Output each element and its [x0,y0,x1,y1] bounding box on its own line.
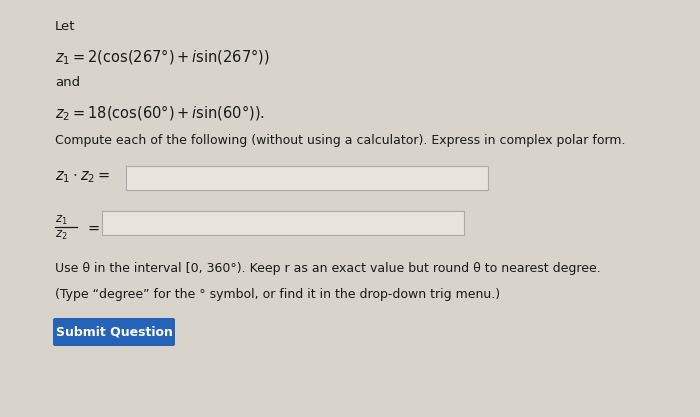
Text: $z_1$: $z_1$ [55,214,68,227]
FancyBboxPatch shape [53,318,175,346]
Text: $z_2$: $z_2$ [55,229,68,242]
Text: (Type “degree” for the ° symbol, or find it in the drop-down trig menu.): (Type “degree” for the ° symbol, or find… [55,288,500,301]
Text: Compute each of the following (without using a calculator). Express in complex p: Compute each of the following (without u… [55,134,626,147]
Text: Use θ in the interval [0, 360°). Keep r as an exact value but round θ to nearest: Use θ in the interval [0, 360°). Keep r … [55,262,601,275]
Text: Let: Let [55,20,76,33]
Text: $z_1 \cdot z_2 =$: $z_1 \cdot z_2 =$ [55,169,110,185]
Text: $z_2 = 18(\cos(60°) + i\sin(60°)).$: $z_2 = 18(\cos(60°) + i\sin(60°)).$ [55,104,265,123]
FancyBboxPatch shape [102,211,464,235]
FancyBboxPatch shape [126,166,488,190]
Text: $z_1 = 2(\cos(267°) + i\sin(267°))$: $z_1 = 2(\cos(267°) + i\sin(267°))$ [55,48,270,68]
Text: $=$: $=$ [85,219,101,234]
Text: Submit Question: Submit Question [55,326,172,339]
Text: and: and [55,76,80,89]
